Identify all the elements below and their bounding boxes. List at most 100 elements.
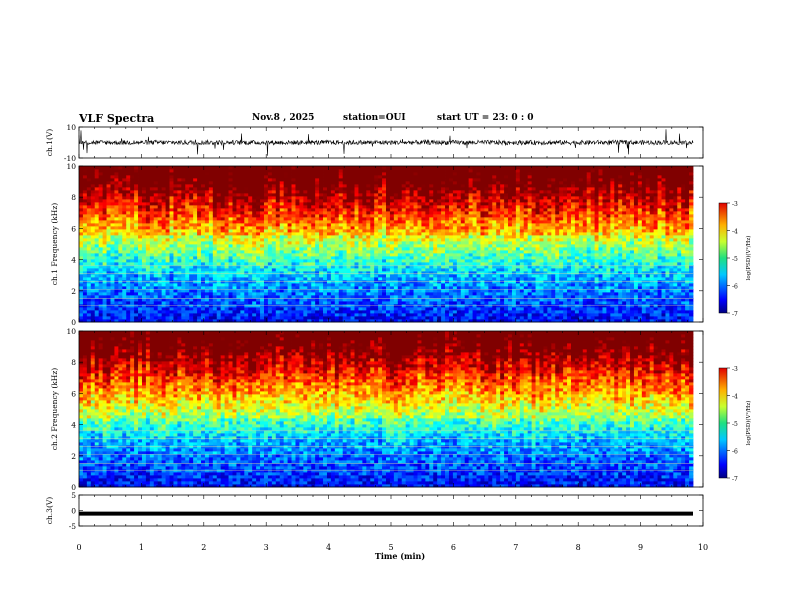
spectrogram-cell	[445, 181, 450, 185]
spectrogram-cell	[429, 229, 434, 233]
spectrogram-cell	[271, 271, 277, 275]
date-label: Nov.8 , 2025	[252, 113, 315, 123]
spectrogram-cell	[267, 190, 273, 194]
spectrogram-cell	[429, 274, 434, 278]
spectrogram-cell	[346, 253, 351, 257]
spectrogram-cell	[212, 199, 218, 203]
spectrogram-cell	[260, 247, 265, 251]
spectrogram-cell	[98, 301, 104, 305]
spectrogram-cell	[386, 178, 391, 182]
spectrogram-cell	[303, 241, 308, 245]
spectrogram-cell	[110, 262, 115, 266]
spectrogram-cell	[252, 301, 257, 305]
spectrogram-cell	[157, 274, 163, 278]
spectrogram-cell	[378, 274, 383, 278]
spectrogram-cell	[330, 286, 336, 290]
spectrogram-cell	[197, 262, 202, 266]
spectrogram-cell	[283, 169, 289, 173]
spectrogram-cell	[252, 172, 257, 176]
spectrogram-cell	[79, 286, 84, 290]
spectrogram-cell	[295, 256, 300, 260]
spectrogram-cell	[283, 298, 289, 302]
spectrogram-cell	[165, 277, 170, 281]
spectrogram-cell	[307, 217, 312, 221]
spectrogram-cell	[236, 229, 241, 233]
spectrogram-cell	[138, 289, 143, 293]
spectrogram-cell	[374, 187, 379, 191]
spectrogram-cell	[216, 199, 222, 203]
spectrogram-cell	[201, 295, 206, 299]
spectrogram-cell	[448, 196, 454, 200]
spectrogram-cell	[236, 178, 241, 182]
spectrogram-cell	[374, 223, 379, 227]
spectrogram-cell	[370, 220, 375, 224]
spectrogram-cell	[393, 166, 399, 170]
spectrogram-cell	[161, 199, 166, 203]
spectrogram-cell	[153, 178, 159, 182]
spectrogram-cell	[201, 187, 206, 191]
spectrogram-cell	[386, 193, 391, 197]
spectrogram-cell	[181, 253, 186, 257]
spectrogram-cell	[98, 223, 104, 227]
spectrogram-cell	[260, 238, 265, 242]
spectrogram-cell	[370, 313, 375, 317]
spectrogram-cell	[271, 241, 277, 245]
spectrogram-cell	[149, 244, 155, 248]
spectrogram-cell	[126, 181, 131, 185]
spectrogram-cell	[338, 187, 344, 191]
spectrogram-cell	[397, 253, 403, 257]
spectrogram-cell	[366, 307, 371, 311]
spectrogram-cell	[267, 289, 273, 293]
spectrogram-cell	[248, 310, 253, 314]
spectrogram-cell	[94, 178, 100, 182]
spectrogram-cell	[342, 184, 348, 188]
spectrogram-cell	[452, 319, 458, 323]
spectrogram-cell	[448, 202, 454, 206]
spectrogram-cell	[393, 205, 399, 209]
spectrogram-cell	[240, 271, 245, 275]
spectrogram-cell	[86, 232, 92, 236]
spectrogram-cell	[204, 211, 210, 215]
spectrogram-cell	[138, 193, 143, 197]
spectrogram-cell	[315, 262, 320, 266]
spectrogram-cell	[169, 172, 174, 176]
spectrogram-cell	[185, 241, 190, 245]
spectrogram-cell	[114, 268, 119, 272]
spectrogram-cell	[232, 316, 237, 320]
spectrogram-cell	[141, 286, 147, 290]
spectrogram-cell	[311, 277, 316, 281]
spectrogram-cell	[271, 295, 277, 299]
spectrogram-cell	[79, 265, 84, 269]
spectrogram-cell	[244, 292, 249, 296]
spectrogram-cell	[299, 256, 304, 260]
spectrogram-cell	[161, 190, 166, 194]
spectrogram-cell	[228, 256, 233, 260]
spectrogram-cell	[134, 205, 139, 209]
spectrogram-cell	[130, 265, 135, 269]
spectrogram-cell	[311, 268, 316, 272]
spectrogram-cell	[429, 223, 434, 227]
spectrogram-cell	[319, 286, 324, 290]
spectrogram-cell	[350, 253, 355, 257]
spectrogram-cell	[354, 181, 359, 185]
spectrogram-cell	[386, 274, 391, 278]
spectrogram-cell	[319, 265, 324, 269]
spectrogram-cell	[173, 235, 178, 239]
spectrogram-cell	[326, 244, 332, 248]
spectrogram-cell	[173, 166, 178, 170]
spectrogram-cell	[98, 295, 104, 299]
spectrogram-cell	[169, 250, 174, 254]
spectrogram-cell	[193, 193, 198, 197]
spectrogram-cell	[244, 187, 249, 191]
spectrogram-cell	[220, 247, 226, 251]
spectrogram-cell	[279, 184, 285, 188]
spectrogram-cell	[437, 223, 442, 227]
spectrogram-cell	[437, 241, 442, 245]
spectrogram-cell	[271, 247, 277, 251]
spectrogram-cell	[338, 316, 344, 320]
spectrogram-cell	[323, 295, 328, 299]
spectrogram-cell	[425, 187, 430, 191]
spectrogram-cell	[122, 241, 127, 245]
spectrogram-cell	[326, 226, 332, 230]
